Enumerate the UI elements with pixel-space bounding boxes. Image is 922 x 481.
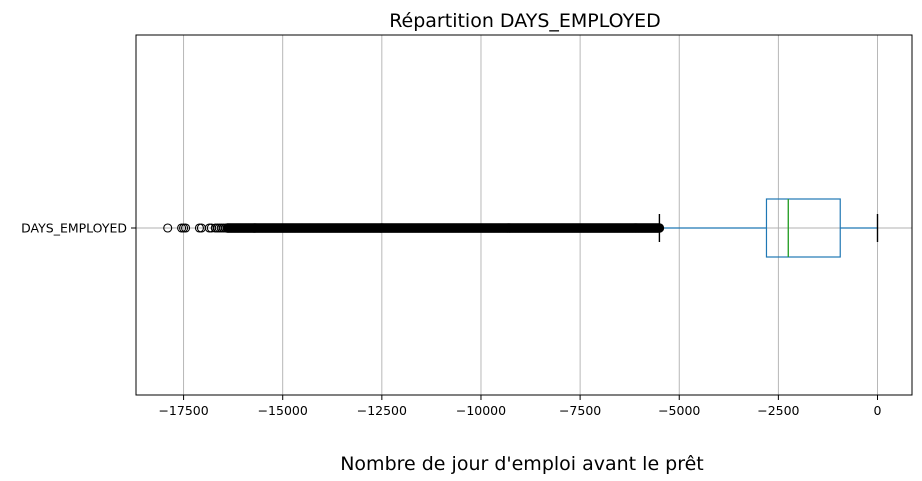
outlier-point — [181, 223, 191, 233]
x-axis-label: Nombre de jour d'emploi avant le prêt — [340, 453, 704, 475]
iqr-box — [765, 198, 841, 258]
axes-frame — [135, 34, 913, 396]
x-tick-label: −12500 — [357, 403, 407, 418]
x-tick-label: −5000 — [658, 403, 700, 418]
outliers-group — [163, 223, 665, 233]
x-tick-label: −10000 — [456, 403, 506, 418]
grid-lines — [136, 35, 912, 395]
x-tick-label: −15000 — [258, 403, 308, 418]
outlier-point — [654, 223, 665, 233]
x-tick-label: −17500 — [158, 403, 208, 418]
outlier-point — [163, 223, 173, 233]
y-tick-label: DAYS_EMPLOYED — [21, 221, 127, 236]
x-tick-label: 0 — [874, 403, 882, 418]
x-tick-label: −2500 — [757, 403, 799, 418]
y-axis-ticks: DAYS_EMPLOYED — [21, 221, 136, 236]
chart-title: Répartition DAYS_EMPLOYED — [389, 10, 661, 32]
x-axis-ticks: −17500 −15000 −12500 −10000 −7500 −5000 −2500 0 — [158, 395, 882, 418]
x-tick-label: −7500 — [559, 403, 601, 418]
